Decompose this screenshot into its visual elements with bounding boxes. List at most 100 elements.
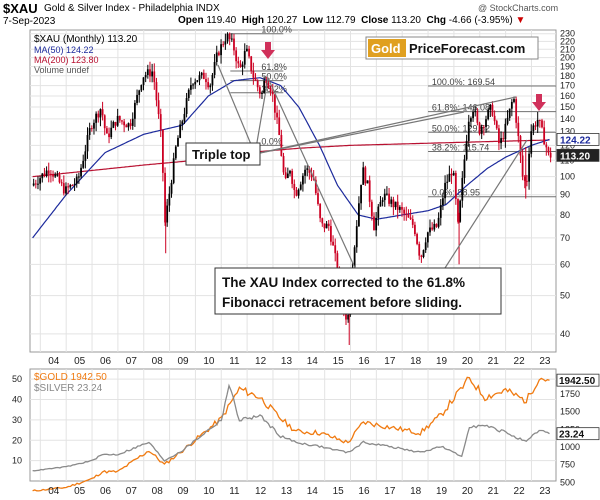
candle-body bbox=[202, 72, 205, 79]
y-tick-label: 170 bbox=[560, 81, 575, 91]
candle-body bbox=[353, 247, 356, 272]
candle-body bbox=[162, 129, 164, 173]
candle-body bbox=[439, 205, 442, 218]
candle-body bbox=[302, 175, 304, 185]
candle-body bbox=[304, 169, 306, 176]
candle-body bbox=[474, 111, 477, 113]
y-tick-label: 200 bbox=[560, 53, 575, 63]
candle-body bbox=[284, 172, 287, 179]
candle-body bbox=[149, 69, 151, 77]
candle-body bbox=[426, 232, 429, 243]
candle-body bbox=[71, 185, 74, 187]
candle-body bbox=[502, 138, 505, 140]
ma50-path bbox=[32, 77, 550, 239]
candle-body bbox=[181, 121, 184, 125]
candle-body bbox=[299, 184, 302, 190]
candle-body bbox=[383, 193, 386, 201]
candle-body bbox=[97, 113, 100, 118]
candle-body bbox=[308, 168, 311, 173]
candle-body bbox=[472, 112, 474, 119]
candle-body bbox=[220, 44, 222, 56]
left-tick-label: 50 bbox=[12, 374, 22, 384]
price-tag-box bbox=[556, 133, 600, 146]
candle-body bbox=[215, 52, 218, 62]
chart-date: 7-Sep-2023 bbox=[3, 16, 56, 27]
candle-body bbox=[252, 70, 255, 78]
y-tick-label: 90 bbox=[560, 190, 570, 200]
candle-body bbox=[224, 41, 227, 45]
candle-body bbox=[278, 117, 281, 135]
candle-body bbox=[230, 38, 233, 40]
candle-body bbox=[513, 99, 515, 102]
x-tick-label: 17 bbox=[384, 356, 396, 367]
chg-label: Chg bbox=[426, 15, 446, 26]
candle-body bbox=[67, 186, 70, 188]
y-tick-label: 50 bbox=[560, 291, 570, 301]
fib-label: 38.2%: 115.74 bbox=[432, 143, 489, 153]
candle-body bbox=[256, 80, 259, 88]
candle-body bbox=[116, 115, 119, 126]
candle-body bbox=[177, 137, 179, 147]
candle-body bbox=[194, 81, 197, 85]
legend-gold: $GOLD 1942.50 bbox=[34, 372, 107, 383]
candle-body bbox=[209, 85, 212, 88]
candle-body bbox=[228, 33, 231, 40]
candle-body bbox=[93, 122, 95, 129]
candle-body bbox=[207, 82, 210, 88]
callout-line-2: Fibonacci retracement before sliding. bbox=[222, 295, 462, 310]
candle-body bbox=[86, 135, 89, 152]
candle-body bbox=[416, 234, 418, 244]
down-arrow-icon bbox=[532, 94, 546, 111]
candle-body bbox=[286, 173, 289, 179]
fib-label: 100.0% bbox=[261, 25, 292, 35]
candle-body bbox=[52, 174, 54, 177]
candle-body bbox=[233, 38, 235, 51]
candle-body bbox=[459, 200, 462, 222]
candle-body bbox=[465, 140, 468, 160]
candle-body bbox=[291, 170, 294, 184]
candle-body bbox=[321, 218, 324, 224]
y-tick-label: 60 bbox=[560, 259, 570, 269]
candle-body bbox=[528, 153, 530, 182]
candle-body bbox=[379, 201, 382, 207]
candle-body bbox=[237, 61, 240, 64]
candle-body bbox=[431, 227, 434, 230]
candle-body bbox=[370, 201, 373, 217]
candle-body bbox=[452, 172, 455, 176]
candle-body bbox=[131, 118, 134, 126]
candle-body bbox=[159, 114, 162, 130]
candle-body bbox=[504, 123, 507, 140]
left-tick-label: 20 bbox=[12, 435, 22, 445]
watermark: @ StockCharts.com bbox=[478, 3, 559, 13]
low-label: Low bbox=[302, 15, 323, 26]
candle-body bbox=[388, 193, 390, 204]
brand-logo: Gold PriceForecast.com bbox=[365, 36, 539, 60]
y-tick-label: 150 bbox=[560, 102, 575, 112]
candle-body bbox=[463, 159, 466, 178]
y-tick-label: 210 bbox=[560, 44, 575, 54]
candle-body bbox=[519, 136, 522, 156]
candle-body bbox=[34, 183, 37, 185]
candle-body bbox=[381, 200, 384, 202]
candle-body bbox=[547, 147, 550, 153]
x-tick-label: 07 bbox=[126, 486, 138, 497]
x-tick-label: 13 bbox=[281, 486, 293, 497]
ma200-line bbox=[32, 139, 550, 178]
candle-body bbox=[168, 193, 171, 206]
candle-body bbox=[297, 189, 300, 196]
candle-body bbox=[334, 245, 337, 254]
price-x-axis: 04 05 06 07 08 09 10 11 12 13 14 15 16 17 18 19 20 21 22 23 bbox=[48, 356, 551, 367]
candle-body bbox=[508, 108, 511, 118]
ohlc-readout: Open 119.40 High 120.27 Low 112.79 Close… bbox=[178, 15, 525, 26]
candle-body bbox=[274, 94, 276, 113]
candle-body bbox=[269, 87, 272, 93]
fib-callout-annotation: The XAU Index corrected to the 61.8% Fib… bbox=[214, 77, 528, 315]
candle-body bbox=[355, 226, 358, 248]
x-tick-label: 12 bbox=[255, 356, 267, 367]
y-tick-label: 220 bbox=[560, 36, 575, 46]
low-value: 112.79 bbox=[325, 15, 356, 26]
candle-body bbox=[437, 217, 440, 227]
x-tick-label: 07 bbox=[126, 356, 138, 367]
candle-body bbox=[43, 173, 46, 176]
